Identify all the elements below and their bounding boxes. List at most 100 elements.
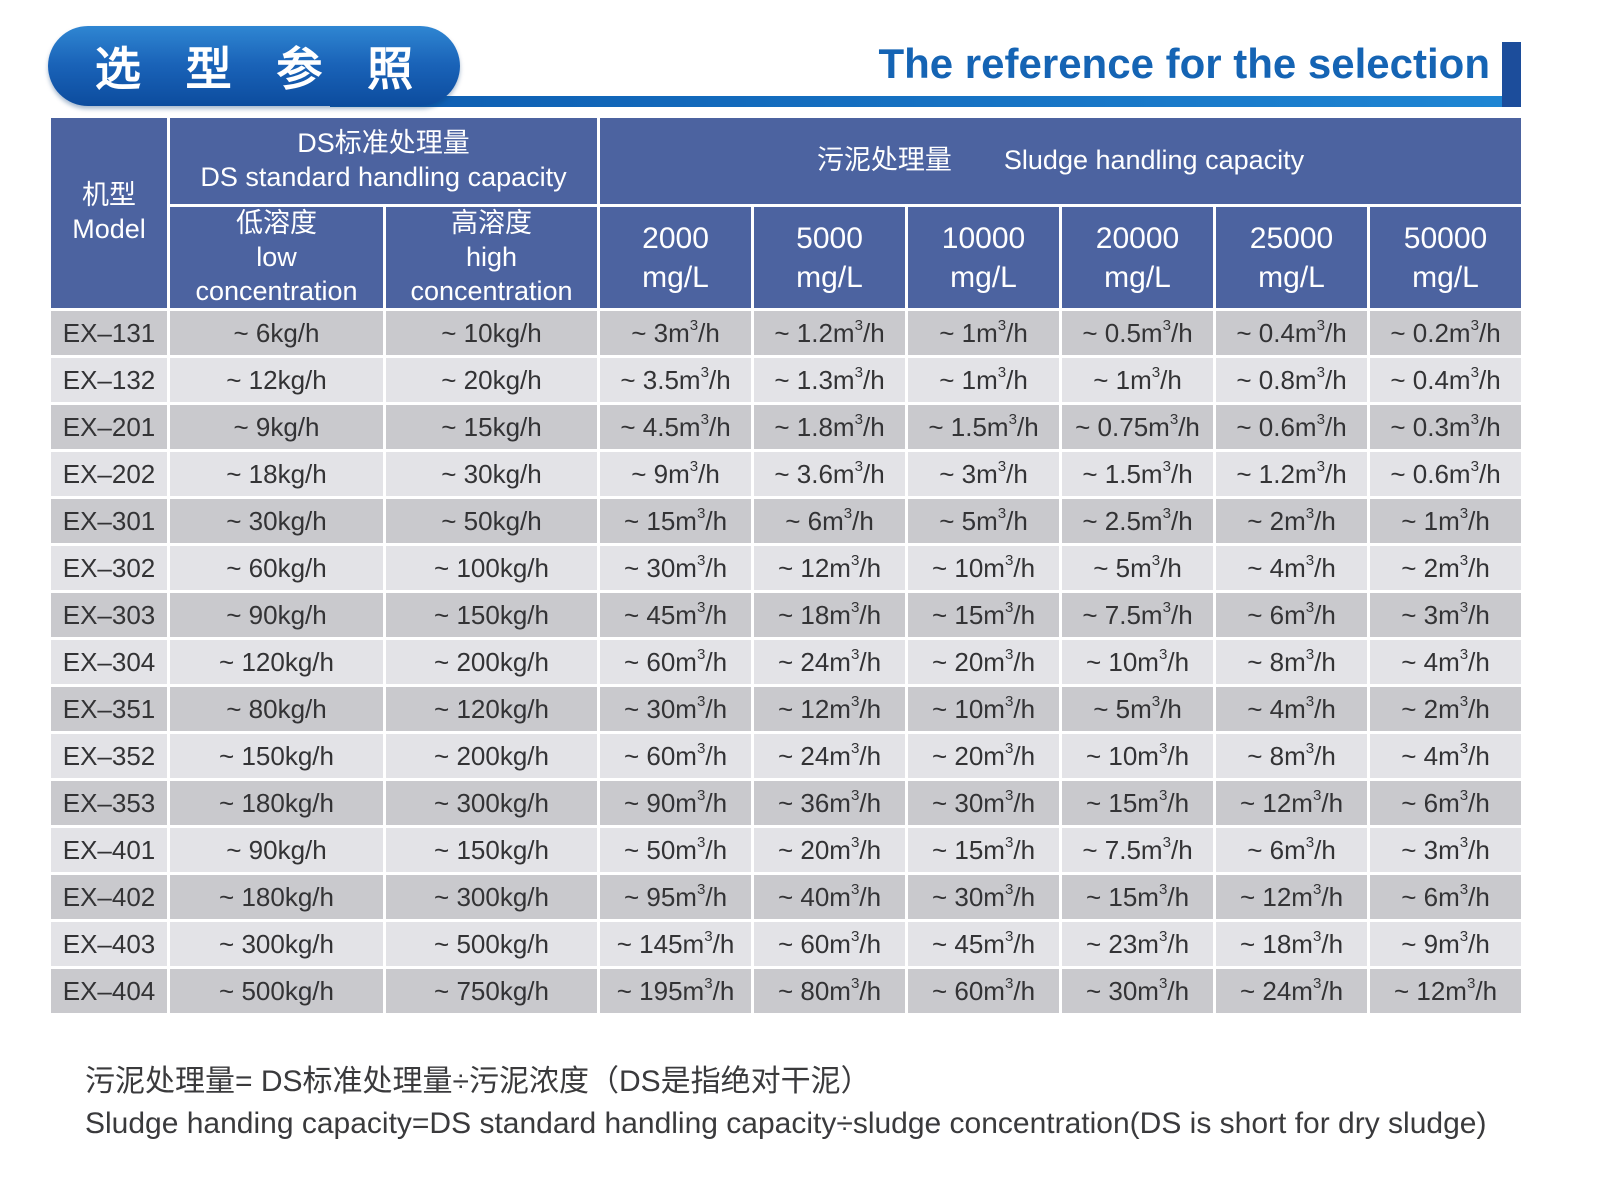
model-cell: EX–403: [48, 919, 170, 970]
low-capacity-cell: ~ 9kg/h: [167, 402, 386, 453]
sludge-capacity-cell: ~ 1.5m3/h: [1059, 449, 1217, 500]
footnote-zh: 污泥处理量= DS标准处理量÷污泥浓度（DS是指绝对干泥）: [85, 1065, 871, 1098]
sludge-capacity-cell: ~ 15m3/h: [1059, 872, 1217, 923]
sludge-capacity-cell: ~ 95m3/h: [597, 872, 755, 923]
high-capacity-cell: ~ 200kg/h: [382, 637, 601, 688]
sludge-capacity-cell: ~ 5m3/h: [1059, 684, 1217, 735]
sludge-capacity-cell: ~ 12m3/h: [1367, 966, 1525, 1017]
low-capacity-cell: ~ 180kg/h: [167, 872, 386, 923]
low-capacity-cell: ~ 180kg/h: [167, 778, 386, 829]
col-header-low-concentration: 低溶度 low concentration: [167, 203, 386, 312]
low-capacity-cell: ~ 500kg/h: [167, 966, 386, 1017]
low-concentration-zh: 低溶度: [236, 208, 317, 238]
sludge-capacity-cell: ~ 6m3/h: [1367, 778, 1525, 829]
high-capacity-cell: ~ 10kg/h: [382, 308, 601, 359]
sludge-capacity-cell: ~ 7.5m3/h: [1059, 825, 1217, 876]
high-capacity-cell: ~ 150kg/h: [382, 590, 601, 641]
table-row: EX–353 ~ 180kg/h ~ 300kg/h ~ 90m3/h ~ 36m3/h…: [48, 778, 1525, 829]
col-header-concentration: 25000 mg/L: [1213, 203, 1371, 312]
sludge-capacity-cell: ~ 0.8m3/h: [1213, 355, 1371, 406]
low-capacity-cell: ~ 12kg/h: [167, 355, 386, 406]
sludge-capacity-cell: ~ 60m3/h: [597, 731, 755, 782]
table-row: EX–302 ~ 60kg/h ~ 100kg/h ~ 30m3/h ~ 12m3/h ~…: [48, 543, 1525, 594]
sludge-capacity-cell: ~ 0.75m3/h: [1059, 402, 1217, 453]
sludge-capacity-cell: ~ 45m3/h: [597, 590, 755, 641]
title-underline-bar: [330, 96, 1521, 107]
sludge-capacity-cell: ~ 3.5m3/h: [597, 355, 755, 406]
sludge-capacity-cell: ~ 5m3/h: [1059, 543, 1217, 594]
sludge-capacity-cell: ~ 1m3/h: [905, 355, 1063, 406]
sludge-capacity-cell: ~ 2m3/h: [1367, 684, 1525, 735]
sludge-capacity-cell: ~ 3m3/h: [1367, 590, 1525, 641]
table-row: EX–132 ~ 12kg/h ~ 20kg/h ~ 3.5m3/h ~ 1.3m3/h…: [48, 355, 1525, 406]
sludge-capacity-cell: ~ 8m3/h: [1213, 637, 1371, 688]
high-capacity-cell: ~ 150kg/h: [382, 825, 601, 876]
sludge-capacity-cell: ~ 5m3/h: [905, 496, 1063, 547]
table-row: EX–402 ~ 180kg/h ~ 300kg/h ~ 95m3/h ~ 40m3/h…: [48, 872, 1525, 923]
high-capacity-cell: ~ 750kg/h: [382, 966, 601, 1017]
group-header-sludge-zh: 污泥处理量: [816, 145, 952, 176]
model-cell: EX–352: [48, 731, 170, 782]
sludge-capacity-cell: ~ 12m3/h: [751, 684, 909, 735]
low-capacity-cell: ~ 300kg/h: [167, 919, 386, 970]
table-row: EX–131 ~ 6kg/h ~ 10kg/h ~ 3m3/h ~ 1.2m3/h ~ 1…: [48, 308, 1525, 359]
sludge-capacity-cell: ~ 10m3/h: [1059, 637, 1217, 688]
model-cell: EX–402: [48, 872, 170, 923]
low-capacity-cell: ~ 18kg/h: [167, 449, 386, 500]
sludge-capacity-cell: ~ 60m3/h: [597, 637, 755, 688]
sludge-capacity-cell: ~ 0.2m3/h: [1367, 308, 1525, 359]
sludge-capacity-cell: ~ 40m3/h: [751, 872, 909, 923]
model-cell: EX–201: [48, 402, 170, 453]
sludge-capacity-cell: ~ 30m3/h: [597, 684, 755, 735]
sludge-capacity-cell: ~ 0.4m3/h: [1213, 308, 1371, 359]
high-capacity-cell: ~ 300kg/h: [382, 872, 601, 923]
table-row: EX–202 ~ 18kg/h ~ 30kg/h ~ 9m3/h ~ 3.6m3/h ~ …: [48, 449, 1525, 500]
high-capacity-cell: ~ 100kg/h: [382, 543, 601, 594]
col-header-high-concentration: 高溶度 high concentration: [382, 203, 601, 312]
high-concentration-en2: concentration: [410, 275, 573, 306]
sludge-capacity-cell: ~ 18m3/h: [1213, 919, 1371, 970]
low-capacity-cell: ~ 60kg/h: [167, 543, 386, 594]
section-title-en: The reference for the selection: [878, 40, 1490, 87]
col-header-concentration: 50000 mg/L: [1367, 203, 1525, 312]
sludge-capacity-cell: ~ 10m3/h: [905, 684, 1063, 735]
col-header-model-zh: 机型: [82, 180, 136, 211]
sludge-capacity-cell: ~ 2m3/h: [1367, 543, 1525, 594]
group-header-ds-zh: DS标准处理量: [297, 128, 470, 159]
model-cell: EX–202: [48, 449, 170, 500]
sludge-capacity-cell: ~ 50m3/h: [597, 825, 755, 876]
low-capacity-cell: ~ 150kg/h: [167, 731, 386, 782]
high-capacity-cell: ~ 20kg/h: [382, 355, 601, 406]
model-cell: EX–131: [48, 308, 170, 359]
low-capacity-cell: ~ 120kg/h: [167, 637, 386, 688]
footnotes: 污泥处理量= DS标准处理量÷污泥浓度（DS是指绝对干泥） Sludge han…: [85, 1064, 1486, 1142]
sludge-capacity-cell: ~ 3m3/h: [597, 308, 755, 359]
sludge-capacity-cell: ~ 4m3/h: [1213, 543, 1371, 594]
sludge-capacity-cell: ~ 0.6m3/h: [1213, 402, 1371, 453]
section-title-zh: 选 型 参 照: [94, 43, 430, 95]
sludge-capacity-cell: ~ 6m3/h: [1213, 590, 1371, 641]
model-cell: EX–353: [48, 778, 170, 829]
col-header-concentration: 20000 mg/L: [1059, 203, 1217, 312]
sludge-capacity-cell: ~ 3m3/h: [905, 449, 1063, 500]
high-concentration-zh: 高溶度: [451, 208, 532, 238]
title-accent-bar: [1502, 42, 1521, 107]
sludge-capacity-cell: ~ 1m3/h: [1059, 355, 1217, 406]
sludge-capacity-cell: ~ 9m3/h: [597, 449, 755, 500]
table-row: EX–404 ~ 500kg/h ~ 750kg/h ~ 195m3/h ~ 80m3/…: [48, 966, 1525, 1017]
sludge-capacity-cell: ~ 3.6m3/h: [751, 449, 909, 500]
high-capacity-cell: ~ 300kg/h: [382, 778, 601, 829]
sludge-capacity-cell: ~ 6m3/h: [1213, 825, 1371, 876]
sludge-capacity-cell: ~ 1.3m3/h: [751, 355, 909, 406]
sludge-capacity-cell: ~ 0.4m3/h: [1367, 355, 1525, 406]
table-row: EX–352 ~ 150kg/h ~ 200kg/h ~ 60m3/h ~ 24m3/h…: [48, 731, 1525, 782]
model-cell: EX–303: [48, 590, 170, 641]
sludge-capacity-cell: ~ 195m3/h: [597, 966, 755, 1017]
group-header-ds-en: DS standard handling capacity: [200, 162, 567, 192]
sludge-capacity-cell: ~ 4m3/h: [1213, 684, 1371, 735]
sludge-capacity-cell: ~ 3m3/h: [1367, 825, 1525, 876]
sludge-capacity-cell: ~ 8m3/h: [1213, 731, 1371, 782]
sludge-capacity-cell: ~ 0.6m3/h: [1367, 449, 1525, 500]
model-cell: EX–304: [48, 637, 170, 688]
model-cell: EX–302: [48, 543, 170, 594]
